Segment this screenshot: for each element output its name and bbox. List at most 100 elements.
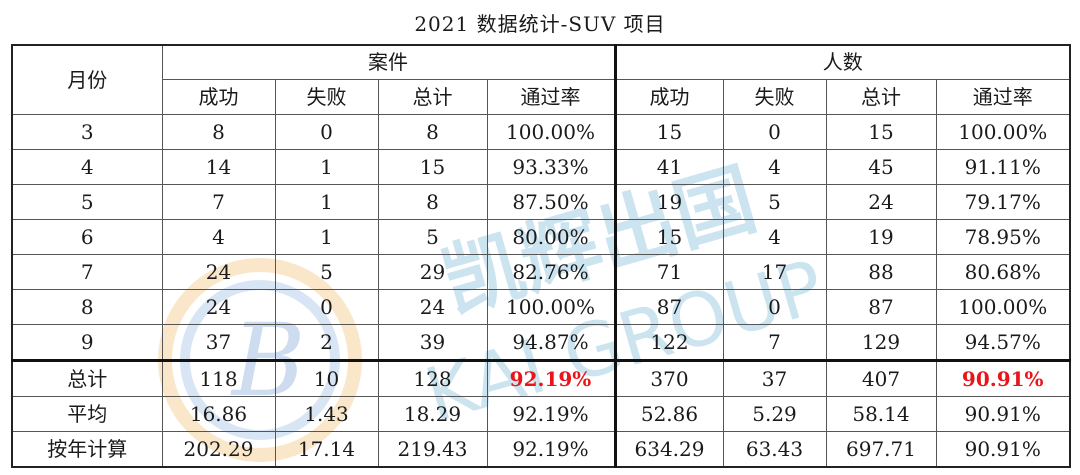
cases-fail-cell: 1: [274, 184, 379, 220]
people-fail-cell: 63.43: [722, 431, 827, 468]
table-title: 2021 数据统计-SUV 项目: [414, 12, 666, 36]
cases-rate-cell: 94.87%: [486, 324, 616, 361]
people-rate-header: 通过率: [935, 79, 1071, 115]
cases-success-cell: 16.86: [161, 396, 276, 432]
table-row: 6 4 1 5 80.00% 15 4 19 78.95%: [11, 219, 1071, 255]
cases-group-header: 案件: [161, 44, 616, 80]
people-rate-cell: 80.68%: [935, 254, 1071, 290]
people-success-cell: 634.29: [613, 431, 724, 468]
cases-rate-cell: 80.00%: [486, 219, 616, 255]
cases-total-header: 总计: [377, 79, 488, 115]
people-success-cell: 41: [613, 149, 724, 185]
cases-success-cell: 4: [161, 219, 276, 255]
people-rate-cell: 100.00%: [935, 114, 1071, 150]
table-row: 8 24 0 24 100.00% 87 0 87 100.00%: [11, 289, 1071, 325]
cases-rate-cell: 92.19%: [486, 431, 616, 468]
cases-fail-cell: 10: [274, 359, 379, 397]
cases-total-cell: 8: [377, 184, 488, 220]
people-rate-cell: 94.57%: [935, 324, 1071, 361]
cases-fail-cell: 2: [274, 324, 379, 361]
cases-fail-cell: 5: [274, 254, 379, 290]
month-cell: 8: [11, 289, 163, 325]
people-total-cell: 19: [825, 219, 937, 255]
month-cell: 总计: [11, 359, 163, 397]
cases-total-cell: 39: [377, 324, 488, 361]
cases-success-cell: 24: [161, 254, 276, 290]
cases-total-cell: 15: [377, 149, 488, 185]
cases-fail-cell: 0: [274, 114, 379, 150]
people-rate-cell: 91.11%: [935, 149, 1071, 185]
month-cell: 7: [11, 254, 163, 290]
people-fail-cell: 5: [722, 184, 827, 220]
cases-rate-cell: 100.00%: [486, 114, 616, 150]
cases-fail-cell: 17.14: [274, 431, 379, 468]
people-total-cell: 407: [825, 359, 937, 397]
people-success-cell: 87: [613, 289, 724, 325]
cases-success-cell: 118: [161, 359, 276, 397]
summary-row: 按年计算 202.29 17.14 219.43 92.19% 634.29 63.43 69…: [11, 431, 1071, 468]
people-success-header: 成功: [613, 79, 724, 115]
people-success-cell: 19: [613, 184, 724, 220]
people-fail-cell: 4: [722, 219, 827, 255]
people-rate-cell: 78.95%: [935, 219, 1071, 255]
cases-fail-cell: 1.43: [274, 396, 379, 432]
cases-total-cell: 5: [377, 219, 488, 255]
cases-fail-cell: 1: [274, 219, 379, 255]
people-fail-cell: 0: [722, 289, 827, 325]
people-success-cell: 71: [613, 254, 724, 290]
people-total-cell: 45: [825, 149, 937, 185]
people-total-cell: 58.14: [825, 396, 937, 432]
cases-success-cell: 24: [161, 289, 276, 325]
people-success-cell: 52.86: [613, 396, 724, 432]
people-rate-cell: 79.17%: [935, 184, 1071, 220]
people-total-cell: 88: [825, 254, 937, 290]
people-rate-cell: 90.91%: [935, 396, 1071, 432]
cases-rate-cell: 100.00%: [486, 289, 616, 325]
people-success-cell: 122: [613, 324, 724, 361]
cases-success-header: 成功: [161, 79, 276, 115]
people-group-header: 人数: [613, 44, 1071, 80]
month-cell: 9: [11, 324, 163, 361]
cases-total-cell: 18.29: [377, 396, 488, 432]
people-total-cell: 697.71: [825, 431, 937, 468]
people-fail-cell: 4: [722, 149, 827, 185]
month-cell: 平均: [11, 396, 163, 432]
people-fail-cell: 37: [722, 359, 827, 397]
cases-rate-cell: 92.19%: [486, 396, 616, 432]
table-row: 4 14 1 15 93.33% 41 4 45 91.11%: [11, 149, 1071, 185]
table-row: 9 37 2 39 94.87% 122 7 129 94.57%: [11, 324, 1071, 361]
summary-row: 平均 16.86 1.43 18.29 92.19% 52.86 5.29 58.14 90.9…: [11, 396, 1071, 432]
people-rate-cell: 90.91%: [935, 359, 1071, 397]
people-total-cell: 129: [825, 324, 937, 361]
people-total-header: 总计: [825, 79, 937, 115]
cases-fail-header: 失败: [274, 79, 379, 115]
cases-success-cell: 8: [161, 114, 276, 150]
people-success-cell: 370: [613, 359, 724, 397]
header-row-columns: 成功 失败 总计 通过率 成功 失败 总计 通过率: [12, 79, 1071, 115]
month-cell: 3: [11, 114, 163, 150]
month-cell: 5: [11, 184, 163, 220]
table-row: 7 24 5 29 82.76% 71 17 88 80.68%: [11, 254, 1071, 290]
cases-success-cell: 14: [161, 149, 276, 185]
people-total-cell: 24: [825, 184, 937, 220]
cases-rate-cell: 82.76%: [486, 254, 616, 290]
cases-total-cell: 29: [377, 254, 488, 290]
cases-fail-cell: 1: [274, 149, 379, 185]
cases-success-cell: 7: [161, 184, 276, 220]
cases-success-cell: 202.29: [161, 431, 276, 468]
table-row: 5 7 1 8 87.50% 19 5 24 79.17%: [11, 184, 1071, 220]
people-success-cell: 15: [613, 114, 724, 150]
cases-rate-cell: 93.33%: [486, 149, 616, 185]
month-header: 月份: [11, 44, 163, 115]
month-cell: 6: [11, 219, 163, 255]
cases-total-cell: 219.43: [377, 431, 488, 468]
people-fail-cell: 0: [722, 114, 827, 150]
cases-rate-cell: 92.19%: [486, 359, 616, 397]
cases-rate-header: 通过率: [486, 79, 616, 115]
people-fail-header: 失败: [722, 79, 827, 115]
table-row: 3 8 0 8 100.00% 15 0 15 100.00%: [11, 114, 1071, 150]
cases-success-cell: 37: [161, 324, 276, 361]
people-fail-cell: 17: [722, 254, 827, 290]
